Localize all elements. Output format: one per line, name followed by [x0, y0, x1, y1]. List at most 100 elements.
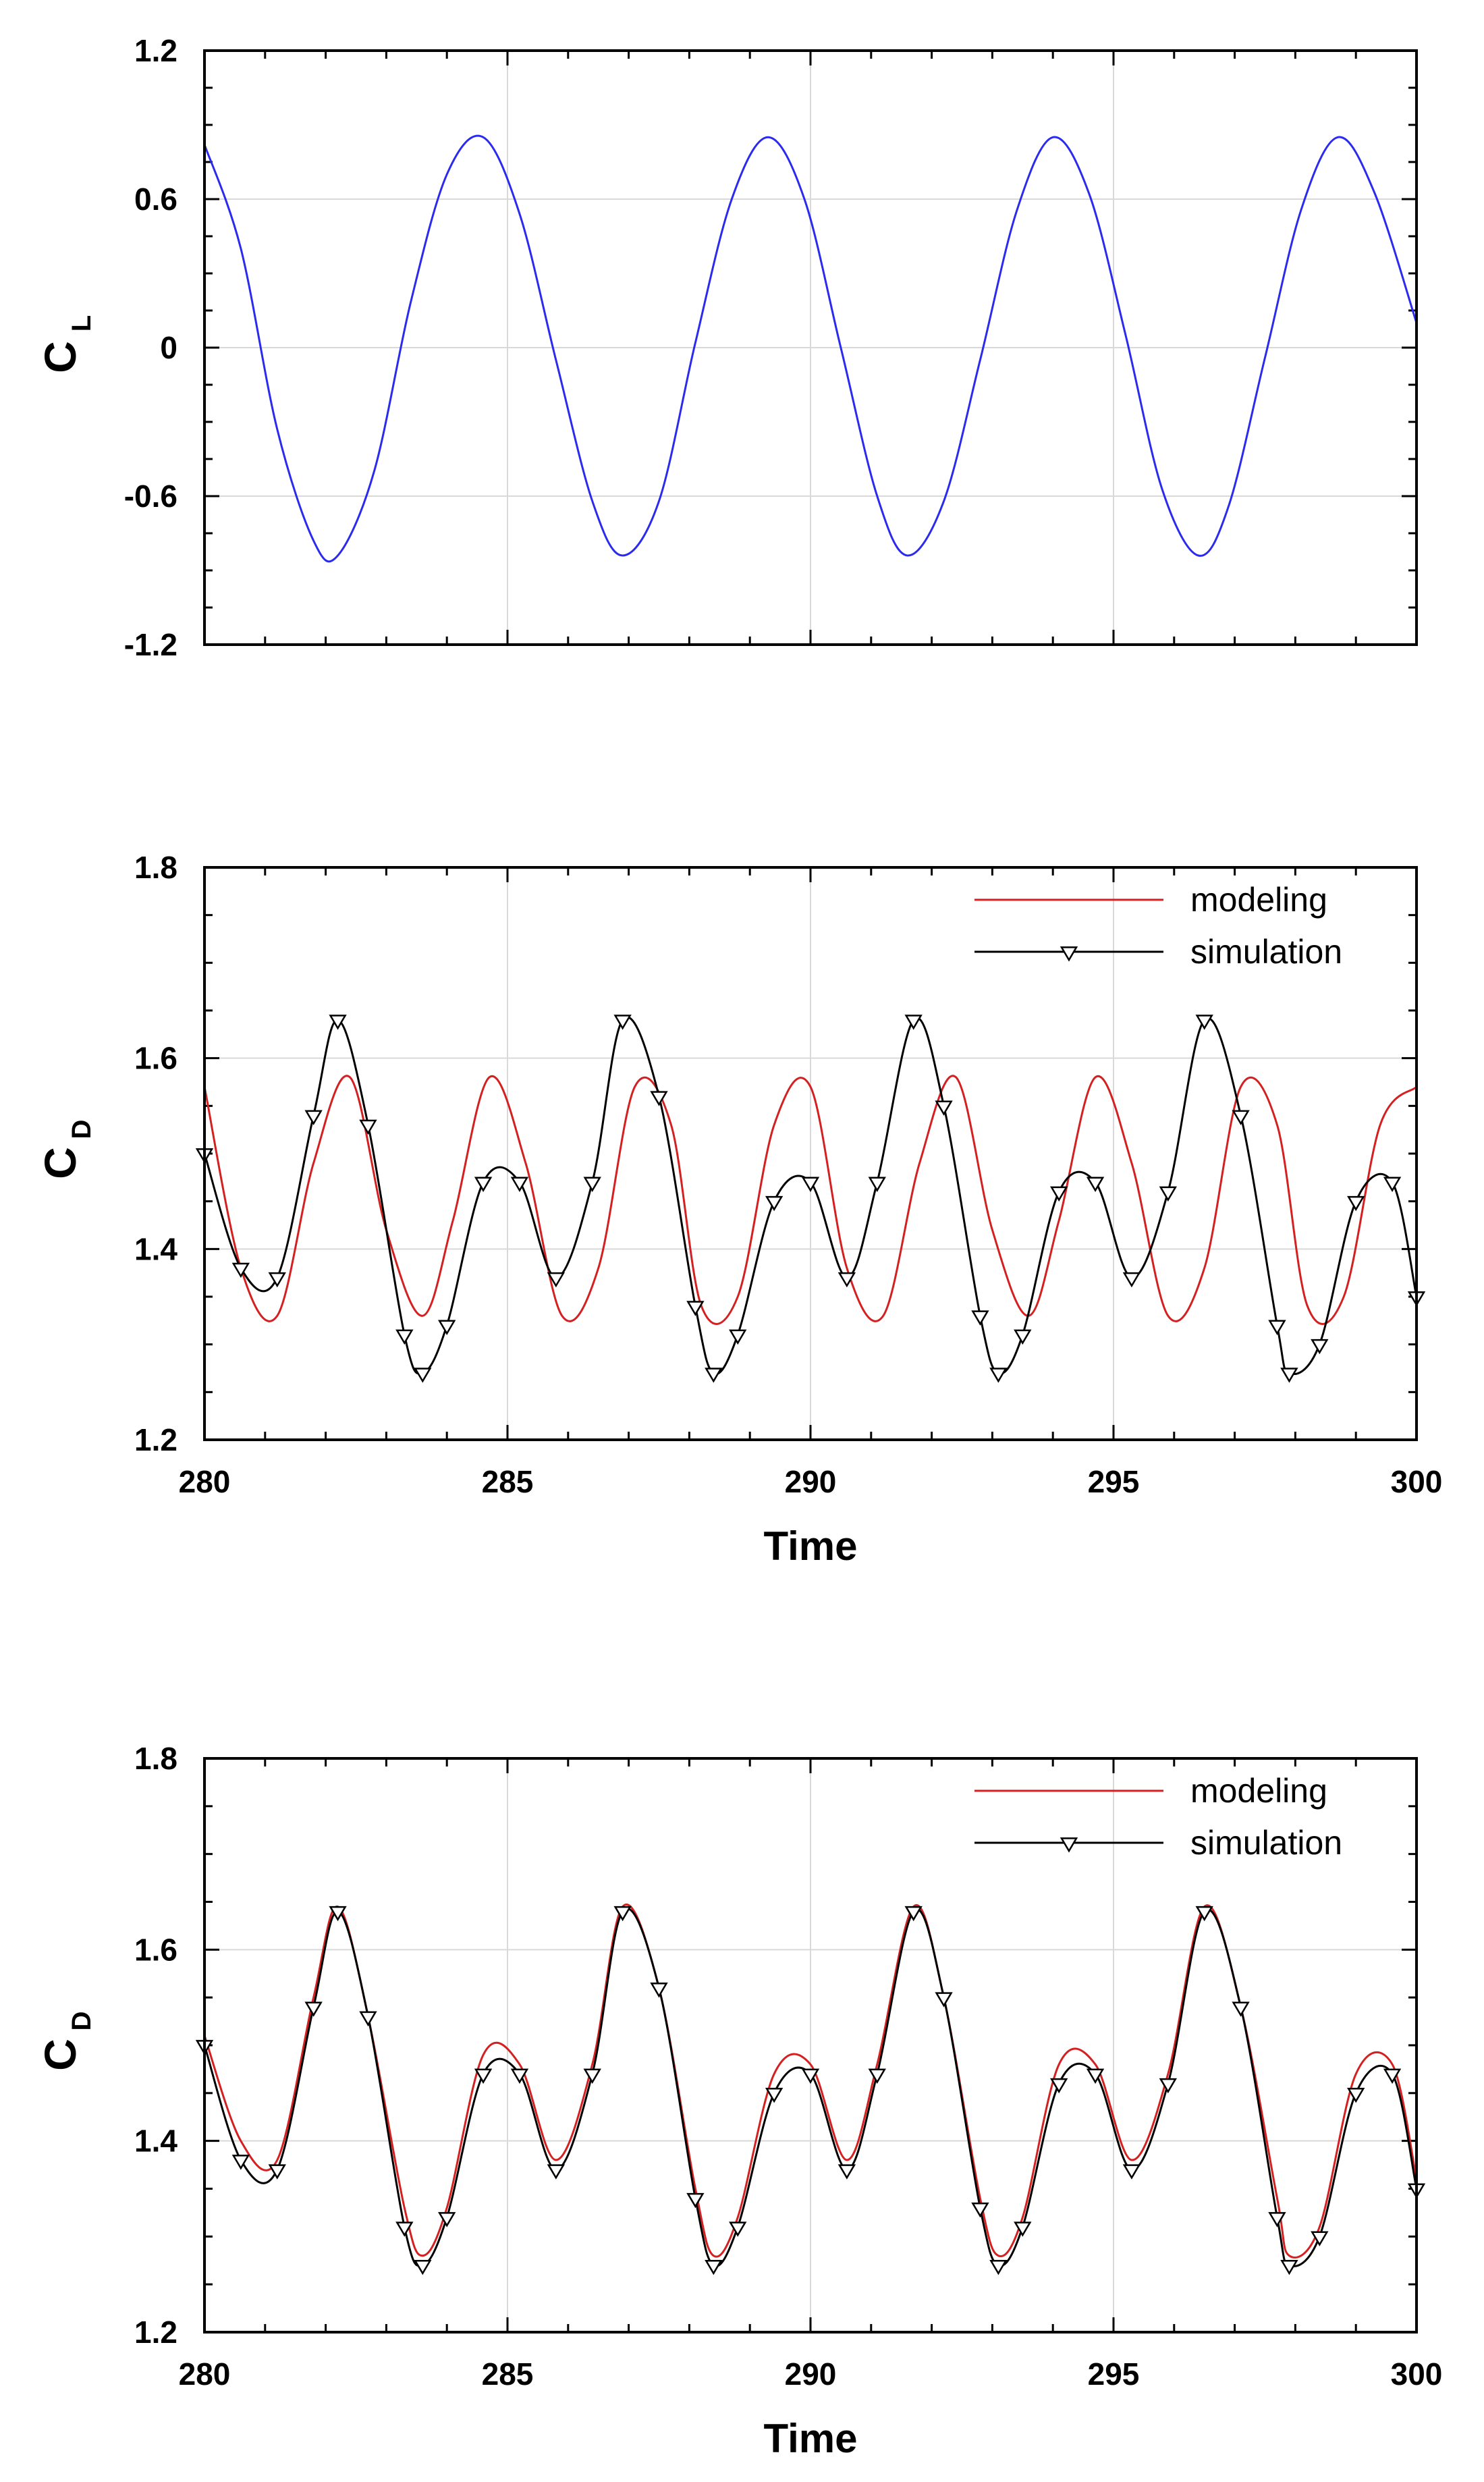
data-point-marker	[474, 2068, 493, 2084]
data-point-marker	[868, 1177, 886, 1192]
data-point-marker	[1268, 1320, 1286, 1335]
y-tick-label: 1.6	[134, 1041, 177, 1076]
data-point-marker	[935, 1992, 953, 2007]
data-point-marker	[837, 1272, 856, 1288]
data-point-marker	[904, 1015, 923, 1030]
data-point-marker	[1311, 2231, 1329, 2246]
data-point-marker	[868, 2068, 886, 2084]
data-point-marker	[1195, 1906, 1213, 1922]
data-point-marker	[414, 2259, 432, 2275]
y-axis-symbol: C	[35, 341, 85, 373]
data-point-marker	[1049, 1186, 1068, 1202]
legend-item-modeling: modeling	[974, 881, 1327, 919]
data-point-marker	[650, 1091, 668, 1106]
data-point-marker	[474, 1177, 493, 1192]
data-point-marker	[686, 2192, 705, 2209]
data-point-marker	[1014, 1329, 1032, 1345]
data-point-marker	[935, 1100, 953, 1116]
data-point-marker	[765, 1195, 784, 1212]
data-point-marker	[1347, 1195, 1365, 1212]
y-axis-symbol: C	[35, 1147, 85, 1179]
data-point-marker	[1086, 1177, 1105, 1192]
data-point-marker	[414, 1368, 432, 1383]
data-point-marker	[904, 1906, 923, 1922]
y-axis-title: CD	[35, 1120, 97, 1179]
data-point-marker	[837, 2164, 856, 2180]
data-point-marker	[438, 2212, 456, 2228]
y-tick-label: 1.8	[134, 850, 177, 885]
data-point-marker	[1086, 2068, 1105, 2084]
y-tick-label: 1.6	[134, 1932, 177, 1967]
x-tick-label: 300	[1391, 1464, 1443, 1499]
plot-frame	[203, 866, 1418, 1441]
data-point-marker	[304, 1110, 323, 1126]
legend-label-modeling: modeling	[1190, 881, 1327, 919]
legend-item-simulation: simulation	[974, 1824, 1342, 1862]
data-point-marker	[1280, 2259, 1298, 2275]
chart-lift: -1.2 -0.6 0 0.6 1.2 CL	[35, 33, 1418, 662]
legend-item-simulation: simulation	[974, 933, 1342, 971]
x-tick-label: 280	[179, 1464, 231, 1499]
y-axis-title: CL	[35, 315, 97, 373]
y-tick-label: 1.8	[134, 1741, 177, 1776]
data-point-marker	[395, 1329, 414, 1345]
x-tick-label: 285	[482, 1464, 534, 1499]
data-point-marker	[989, 2259, 1008, 2275]
y-tick-label: 1.4	[134, 2124, 177, 2159]
data-point-marker	[583, 1177, 601, 1192]
y-tick-label: -0.6	[124, 479, 177, 514]
x-tick-label: 280	[179, 2356, 231, 2392]
y-tick-label: -1.2	[124, 627, 177, 662]
data-point-marker	[1159, 2078, 1178, 2094]
data-point-marker	[1232, 1110, 1250, 1126]
data-point-marker	[765, 2087, 784, 2103]
data-point-marker	[1014, 2221, 1032, 2237]
x-axis-title: Time	[764, 2416, 858, 2461]
data-point-marker	[1049, 2078, 1068, 2094]
y-tick-label: 0.6	[134, 182, 177, 217]
data-point-marker	[650, 1982, 668, 1998]
plot-frame	[203, 1757, 1418, 2333]
data-point-marker	[231, 2155, 250, 2170]
x-tick-label: 300	[1391, 2356, 1443, 2392]
data-point-marker	[1383, 1177, 1402, 1192]
data-point-marker	[395, 2221, 414, 2237]
data-point-marker	[268, 1272, 286, 1288]
data-point-marker	[583, 2068, 601, 2084]
x-axis-title: Time	[764, 1523, 858, 1569]
data-point-marker	[231, 1262, 250, 1278]
series-line-modeling	[203, 1075, 1418, 1325]
data-point-marker	[1280, 1368, 1298, 1383]
data-point-marker	[510, 2068, 529, 2084]
y-tick-label: 1.2	[134, 1422, 177, 1457]
data-point-marker	[613, 1015, 632, 1030]
data-point-marker	[329, 1015, 347, 1030]
data-point-marker	[268, 2164, 286, 2180]
series-line-c-l	[203, 134, 1418, 563]
y-axis-subscript: D	[67, 1120, 97, 1139]
data-point-marker	[1347, 2087, 1365, 2103]
data-point-marker	[547, 1272, 566, 1288]
y-axis-symbol: C	[35, 2039, 85, 2071]
data-point-marker	[801, 2068, 820, 2084]
data-point-marker	[304, 2001, 323, 2017]
y-axis-subscript: L	[67, 315, 97, 331]
y-tick-label: 1.2	[134, 2315, 177, 2350]
legend-marker-simulation	[1060, 1837, 1078, 1853]
y-tick-label: 0	[160, 330, 177, 365]
data-point-marker	[1122, 1272, 1141, 1288]
data-point-marker	[705, 1368, 723, 1383]
data-point-marker	[1122, 2164, 1141, 2180]
legend-label-simulation: simulation	[1190, 933, 1342, 971]
data-point-marker	[359, 1119, 377, 1135]
legend-item-modeling: modeling	[974, 1772, 1327, 1810]
legend-label-simulation: simulation	[1190, 1824, 1342, 1862]
data-point-marker	[729, 1329, 747, 1345]
legend-label-modeling: modeling	[1190, 1772, 1327, 1810]
data-point-marker	[729, 2221, 747, 2237]
data-point-marker	[971, 2202, 989, 2218]
y-tick-label: 1.4	[134, 1231, 177, 1266]
data-point-marker	[686, 1301, 705, 1316]
x-tick-label: 290	[785, 1464, 837, 1499]
